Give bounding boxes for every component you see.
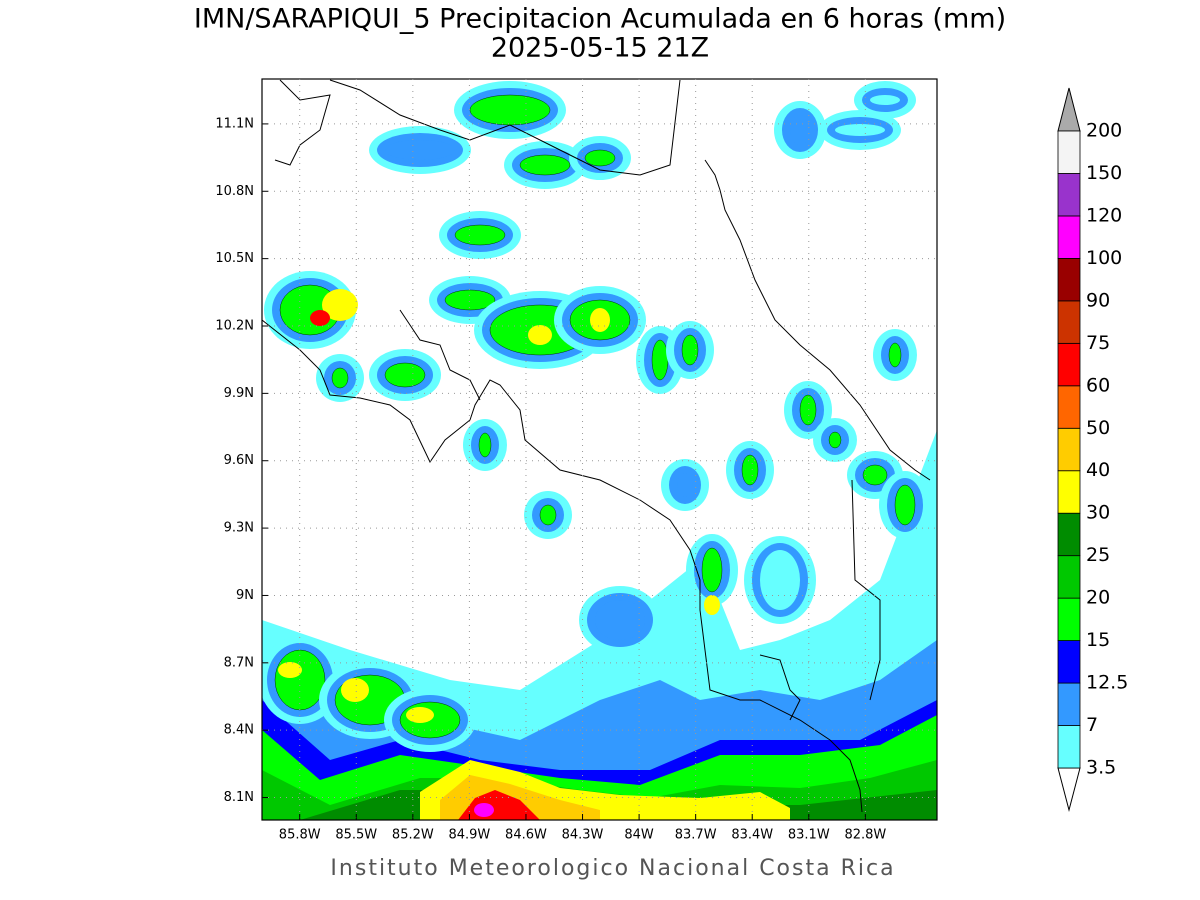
- x-tick-label: 83.7W: [675, 828, 717, 843]
- x-tick-label: 84.9W: [448, 828, 490, 843]
- precip-area: [519, 154, 571, 176]
- y-tick-label: 9.9N: [224, 386, 254, 401]
- precip-area: [835, 124, 885, 136]
- y-tick-label: 9.6N: [224, 453, 254, 468]
- colorbar-label: 60: [1086, 374, 1110, 396]
- colorbar-label: 15: [1086, 629, 1110, 651]
- precip-area: [651, 339, 669, 381]
- precip-area: [760, 550, 800, 610]
- precip-area: [677, 473, 693, 497]
- y-tick-label: 9N: [236, 588, 254, 603]
- precip-area: [528, 325, 552, 345]
- colorbar-label: 3.5: [1086, 757, 1116, 779]
- colorbar-box: [1057, 215, 1081, 259]
- precip-area: [274, 649, 326, 711]
- colorbar-box: [1057, 385, 1081, 429]
- coastlines: [262, 79, 931, 813]
- x-tick-label: 85.2W: [392, 828, 434, 843]
- precip-area: [406, 707, 434, 723]
- precip-area: [894, 484, 916, 526]
- y-tick-label: 10.5N: [215, 251, 254, 266]
- colorbar-label: 50: [1086, 417, 1110, 439]
- colorbar-box: [1057, 682, 1081, 726]
- y-tick-label: 10.8N: [215, 184, 254, 199]
- x-tick-label: 84.3W: [562, 828, 604, 843]
- y-tick-label: 10.2N: [215, 319, 254, 334]
- colorbar-label: 25: [1086, 544, 1110, 566]
- x-tick-label: 83.1W: [788, 828, 830, 843]
- precip-area: [310, 310, 330, 326]
- colorbar-under: [1057, 767, 1081, 812]
- colorbar-box: [1057, 257, 1081, 302]
- colorbar-label: 100: [1086, 247, 1122, 269]
- colorbar-box: [1057, 427, 1081, 472]
- precip-area: [701, 547, 723, 593]
- colorbar-box: [1057, 555, 1081, 599]
- precip-area: [595, 600, 645, 640]
- precip-area: [681, 334, 699, 366]
- y-tick-label: 8.1N: [224, 790, 254, 805]
- precip-area: [870, 95, 900, 105]
- footer: Instituto Meteorologico Nacional Costa R…: [330, 856, 895, 881]
- colorbar-label: 20: [1086, 587, 1110, 609]
- y-tick-label: 8.7N: [224, 655, 254, 670]
- colorbar-box: [1057, 512, 1081, 557]
- y-tick-label: 9.3N: [224, 521, 254, 536]
- map-frame: [261, 78, 938, 821]
- colorbar-box: [1057, 173, 1081, 217]
- colorbar-label: 7: [1086, 714, 1098, 736]
- colorbar-label: 40: [1086, 459, 1110, 481]
- precip-area: [341, 678, 369, 702]
- colorbar-box: [1057, 640, 1081, 684]
- colorbar-box: [1057, 342, 1081, 387]
- precip-area: [584, 149, 616, 167]
- colorbar-label: 75: [1086, 332, 1110, 354]
- colorbar-label: 90: [1086, 289, 1110, 311]
- precip-area: [888, 342, 902, 368]
- precip-area: [704, 595, 720, 615]
- precip-area: [478, 432, 492, 458]
- colorbar-label: 150: [1086, 162, 1122, 184]
- colorbar: 3.5 7 12.5 15 20 25 30 40 50 60 75 90 100 120 150 200: [1057, 87, 1128, 812]
- precip-area: [385, 140, 455, 160]
- colorbar-box: [1057, 597, 1081, 642]
- precip-area: [444, 289, 496, 311]
- map-title: IMN/SARAPIQUI_5 Precipitacion Acumulada …: [194, 4, 1006, 35]
- precip-area: [799, 394, 817, 426]
- colorbar-box: [1057, 130, 1081, 174]
- colorbar-box: [1057, 300, 1081, 344]
- colorbar-label: 120: [1086, 204, 1122, 226]
- precip-area: [862, 464, 888, 486]
- precip-area: [384, 362, 426, 388]
- precip-area: [741, 454, 759, 486]
- precip-area: [590, 308, 610, 332]
- colorbar-label: 30: [1086, 502, 1110, 524]
- precip-area: [278, 662, 302, 678]
- x-tick-label: 82.8W: [844, 828, 886, 843]
- precip-area: [469, 94, 551, 126]
- precip-area: [474, 803, 494, 817]
- colorbar-box: [1057, 470, 1081, 514]
- colorbar-box: [1057, 725, 1081, 769]
- x-tick-label: 85.5W: [335, 828, 377, 843]
- precip-area: [828, 431, 842, 449]
- y-tick-label: 11.1N: [215, 116, 254, 131]
- precip-field: [262, 81, 937, 820]
- colorbar-label: 12.5: [1086, 672, 1128, 694]
- map-subtitle: 2025-05-15 21Z: [491, 33, 709, 64]
- precip-area: [790, 115, 810, 145]
- x-tick-label: 84.6W: [505, 828, 547, 843]
- precip-area: [539, 504, 557, 526]
- precip-area: [331, 367, 349, 389]
- precip-area: [322, 289, 358, 321]
- x-tick-label: 84W: [624, 828, 654, 843]
- colorbar-label: 200: [1086, 120, 1122, 142]
- precip-area: [454, 224, 506, 246]
- x-tick-label: 85.8W: [279, 828, 321, 843]
- colorbar-over: [1057, 87, 1081, 132]
- y-tick-label: 8.4N: [224, 723, 254, 738]
- x-tick-label: 83.4W: [731, 828, 773, 843]
